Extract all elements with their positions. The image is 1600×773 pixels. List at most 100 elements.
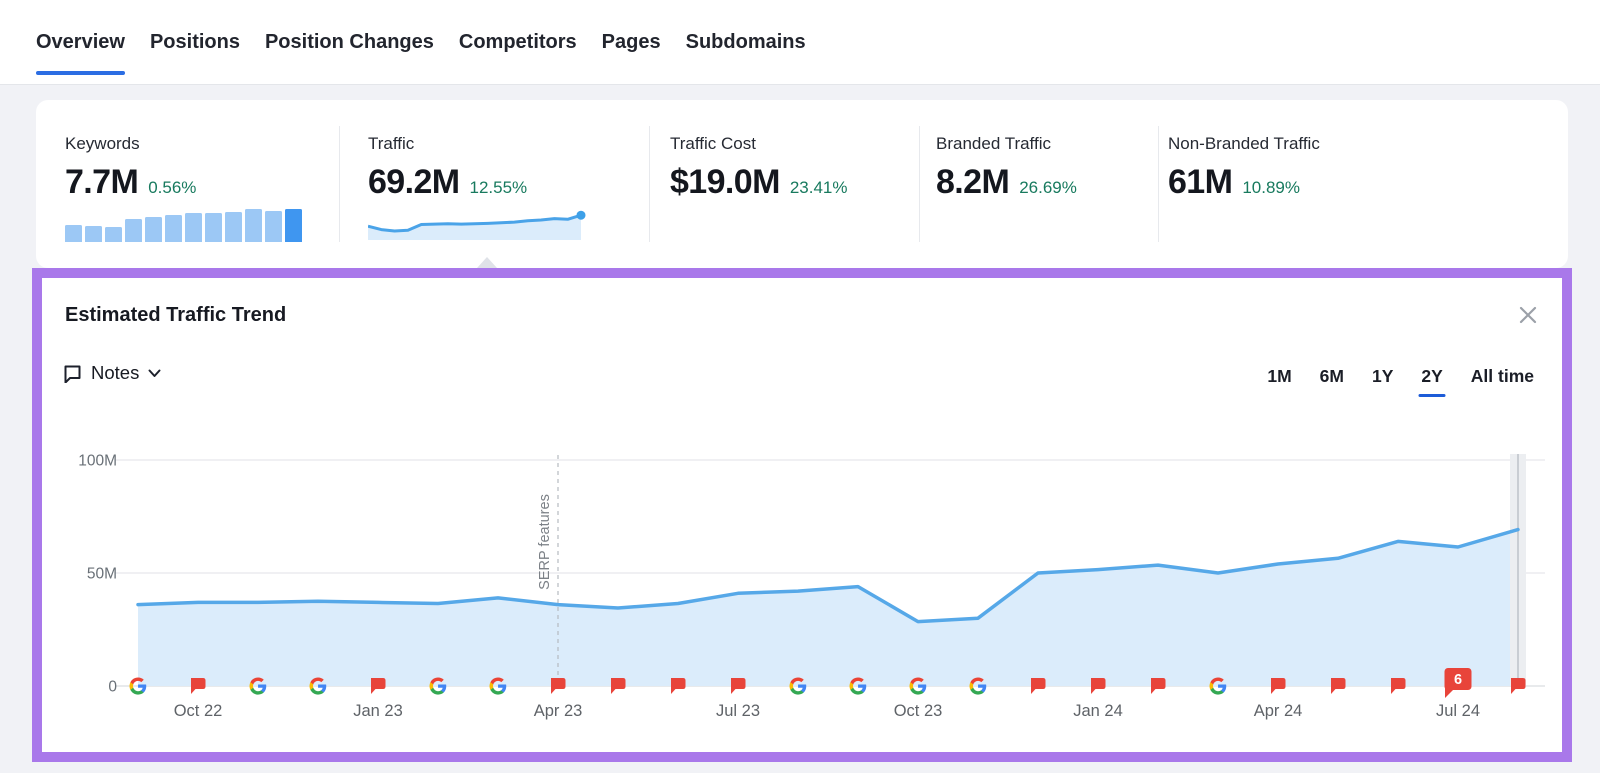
metric-card-traffic[interactable]: Traffic 69.2M 12.55% — [367, 100, 586, 268]
card-divider — [1158, 126, 1159, 242]
note-flag-icon[interactable] — [671, 678, 686, 694]
mini-bar — [125, 219, 142, 242]
metric-change-percent: 0.56% — [148, 178, 197, 197]
traffic-trend-chart[interactable]: 0 50M 100M SERP features 6 Oct 22 Jan 23 Apr 23… — [42, 278, 1562, 752]
close-button[interactable] — [1516, 304, 1540, 328]
notes-label: Notes — [91, 362, 140, 383]
range-1y[interactable]: 1Y — [1371, 366, 1394, 386]
note-flag-icon[interactable] — [1151, 678, 1166, 694]
panel-title: Estimated Traffic Trend — [65, 304, 287, 326]
mini-bar — [165, 215, 182, 242]
note-flag-icon[interactable] — [551, 678, 566, 694]
notes-dropdown[interactable]: Notes — [63, 362, 161, 384]
note-flag-icon[interactable] — [1031, 678, 1046, 694]
google-update-icon[interactable] — [909, 677, 927, 695]
card-divider — [339, 126, 340, 242]
notes-count-badge[interactable]: 6 — [1444, 668, 1472, 698]
sparkline-end-dot — [576, 210, 586, 220]
range-6m[interactable]: 6M — [1319, 366, 1344, 386]
mini-bar — [185, 213, 202, 242]
x-axis-tick-jul-23: Jul 23 — [716, 702, 760, 720]
metric-change-percent: 10.89% — [1242, 178, 1301, 197]
metric-change-percent: 26.69% — [1019, 178, 1077, 197]
range-2y[interactable]: 2Y — [1418, 366, 1446, 397]
x-axis-tick-jul-24: Jul 24 — [1436, 702, 1480, 720]
metric-value: $19.0M — [670, 163, 780, 201]
tab-competitors[interactable]: Competitors — [458, 30, 577, 53]
note-flag-icon[interactable] — [191, 678, 206, 694]
metric-value: 69.2M — [368, 163, 460, 201]
metric-change-percent: 23.41% — [789, 178, 848, 197]
traffic-trend-line — [136, 527, 1520, 624]
note-flag-icon[interactable] — [1331, 678, 1346, 694]
tab-subdomains[interactable]: Subdomains — [685, 30, 806, 53]
metric-label: Traffic — [368, 134, 415, 153]
report-tabs-bar: Overview Positions Position Changes Competi… — [0, 0, 1600, 85]
card-divider — [649, 126, 650, 242]
metric-card-traffic-cost[interactable]: Traffic Cost $19.0M 23.41% — [670, 100, 847, 268]
note-flag-icon[interactable] — [611, 678, 626, 694]
metric-value: 8.2M — [936, 163, 1010, 201]
estimated-traffic-trend-widget: 0 50M 100M SERP features 6 Oct 22 Jan 23 Apr 23… — [32, 268, 1572, 762]
google-update-icon[interactable] — [969, 677, 987, 695]
x-axis-tick-apr-24: Apr 24 — [1254, 702, 1303, 720]
x-axis-tick-jan-23: Jan 23 — [353, 702, 403, 720]
traffic-area-fill — [138, 529, 1518, 686]
mini-bar — [285, 209, 302, 242]
range-1m[interactable]: 1M — [1267, 366, 1292, 386]
x-axis-tick-oct-22: Oct 22 — [174, 702, 223, 720]
active-range-underline — [1418, 393, 1446, 397]
mini-bar — [225, 212, 242, 242]
google-update-icon[interactable] — [249, 677, 267, 695]
selected-card-caret — [477, 257, 497, 268]
mini-bar — [65, 225, 82, 242]
metric-card-non-branded-traffic[interactable]: Non-Branded Traffic 61M 10.89% — [1168, 100, 1320, 268]
tab-position-changes[interactable]: Position Changes — [264, 30, 434, 53]
last-point-highlight-line — [1517, 454, 1519, 686]
google-update-icon[interactable] — [789, 677, 807, 695]
google-update-icon[interactable] — [309, 677, 327, 695]
date-range-switcher: 1M 6M 1Y 2Y All time — [1267, 366, 1534, 397]
google-update-icon[interactable] — [849, 677, 867, 695]
x-axis-tick-apr-23: Apr 23 — [534, 702, 583, 720]
notes-bubble-icon — [64, 365, 81, 383]
metric-value: 7.7M — [65, 163, 139, 201]
note-flag-icon[interactable] — [371, 678, 386, 694]
google-update-icon[interactable] — [489, 677, 507, 695]
mini-bar — [105, 227, 122, 242]
note-flag-icon[interactable] — [1271, 678, 1286, 694]
report-tabs: Overview Positions Position Changes Competi… — [0, 0, 1600, 84]
metric-change-percent: 12.55% — [469, 178, 528, 197]
range-all-time[interactable]: All time — [1470, 366, 1534, 386]
metric-label: Branded Traffic — [936, 134, 1051, 153]
y-axis-tick-0: 0 — [108, 679, 117, 696]
metric-card-keywords[interactable]: Keywords 7.7M 0.56% — [65, 100, 302, 268]
google-update-icon[interactable] — [429, 677, 447, 695]
keywords-mini-bar-chart — [65, 206, 302, 242]
note-flag-icon[interactable] — [1511, 678, 1526, 694]
metric-label: Keywords — [65, 134, 140, 153]
card-divider — [919, 126, 920, 242]
mini-bar — [265, 211, 282, 242]
y-axis-tick-50M: 50M — [87, 566, 117, 583]
x-axis-tick-oct-23: Oct 23 — [894, 702, 943, 720]
tab-overview[interactable]: Overview — [36, 21, 125, 75]
metric-value: 61M — [1168, 163, 1233, 201]
note-flag-icon[interactable] — [1391, 678, 1406, 694]
note-flag-icon[interactable] — [731, 678, 746, 694]
x-axis-tick-jan-24: Jan 24 — [1073, 702, 1123, 720]
google-update-icon[interactable] — [129, 677, 147, 695]
note-flag-icon[interactable] — [1091, 678, 1106, 694]
y-axis-tick-100M: 100M — [78, 453, 117, 470]
metric-card-branded-traffic[interactable]: Branded Traffic 8.2M 26.69% — [936, 100, 1077, 268]
active-tab-underline — [36, 70, 125, 75]
tab-positions[interactable]: Positions — [149, 30, 240, 53]
mini-bar — [145, 217, 162, 242]
close-icon — [1519, 306, 1537, 324]
mini-bar — [85, 226, 102, 242]
tab-pages[interactable]: Pages — [601, 30, 661, 53]
serp-features-annotation-label: SERP features — [537, 494, 553, 590]
google-update-icon[interactable] — [1209, 677, 1227, 695]
mini-bar — [245, 209, 262, 242]
mini-bar — [205, 213, 222, 242]
